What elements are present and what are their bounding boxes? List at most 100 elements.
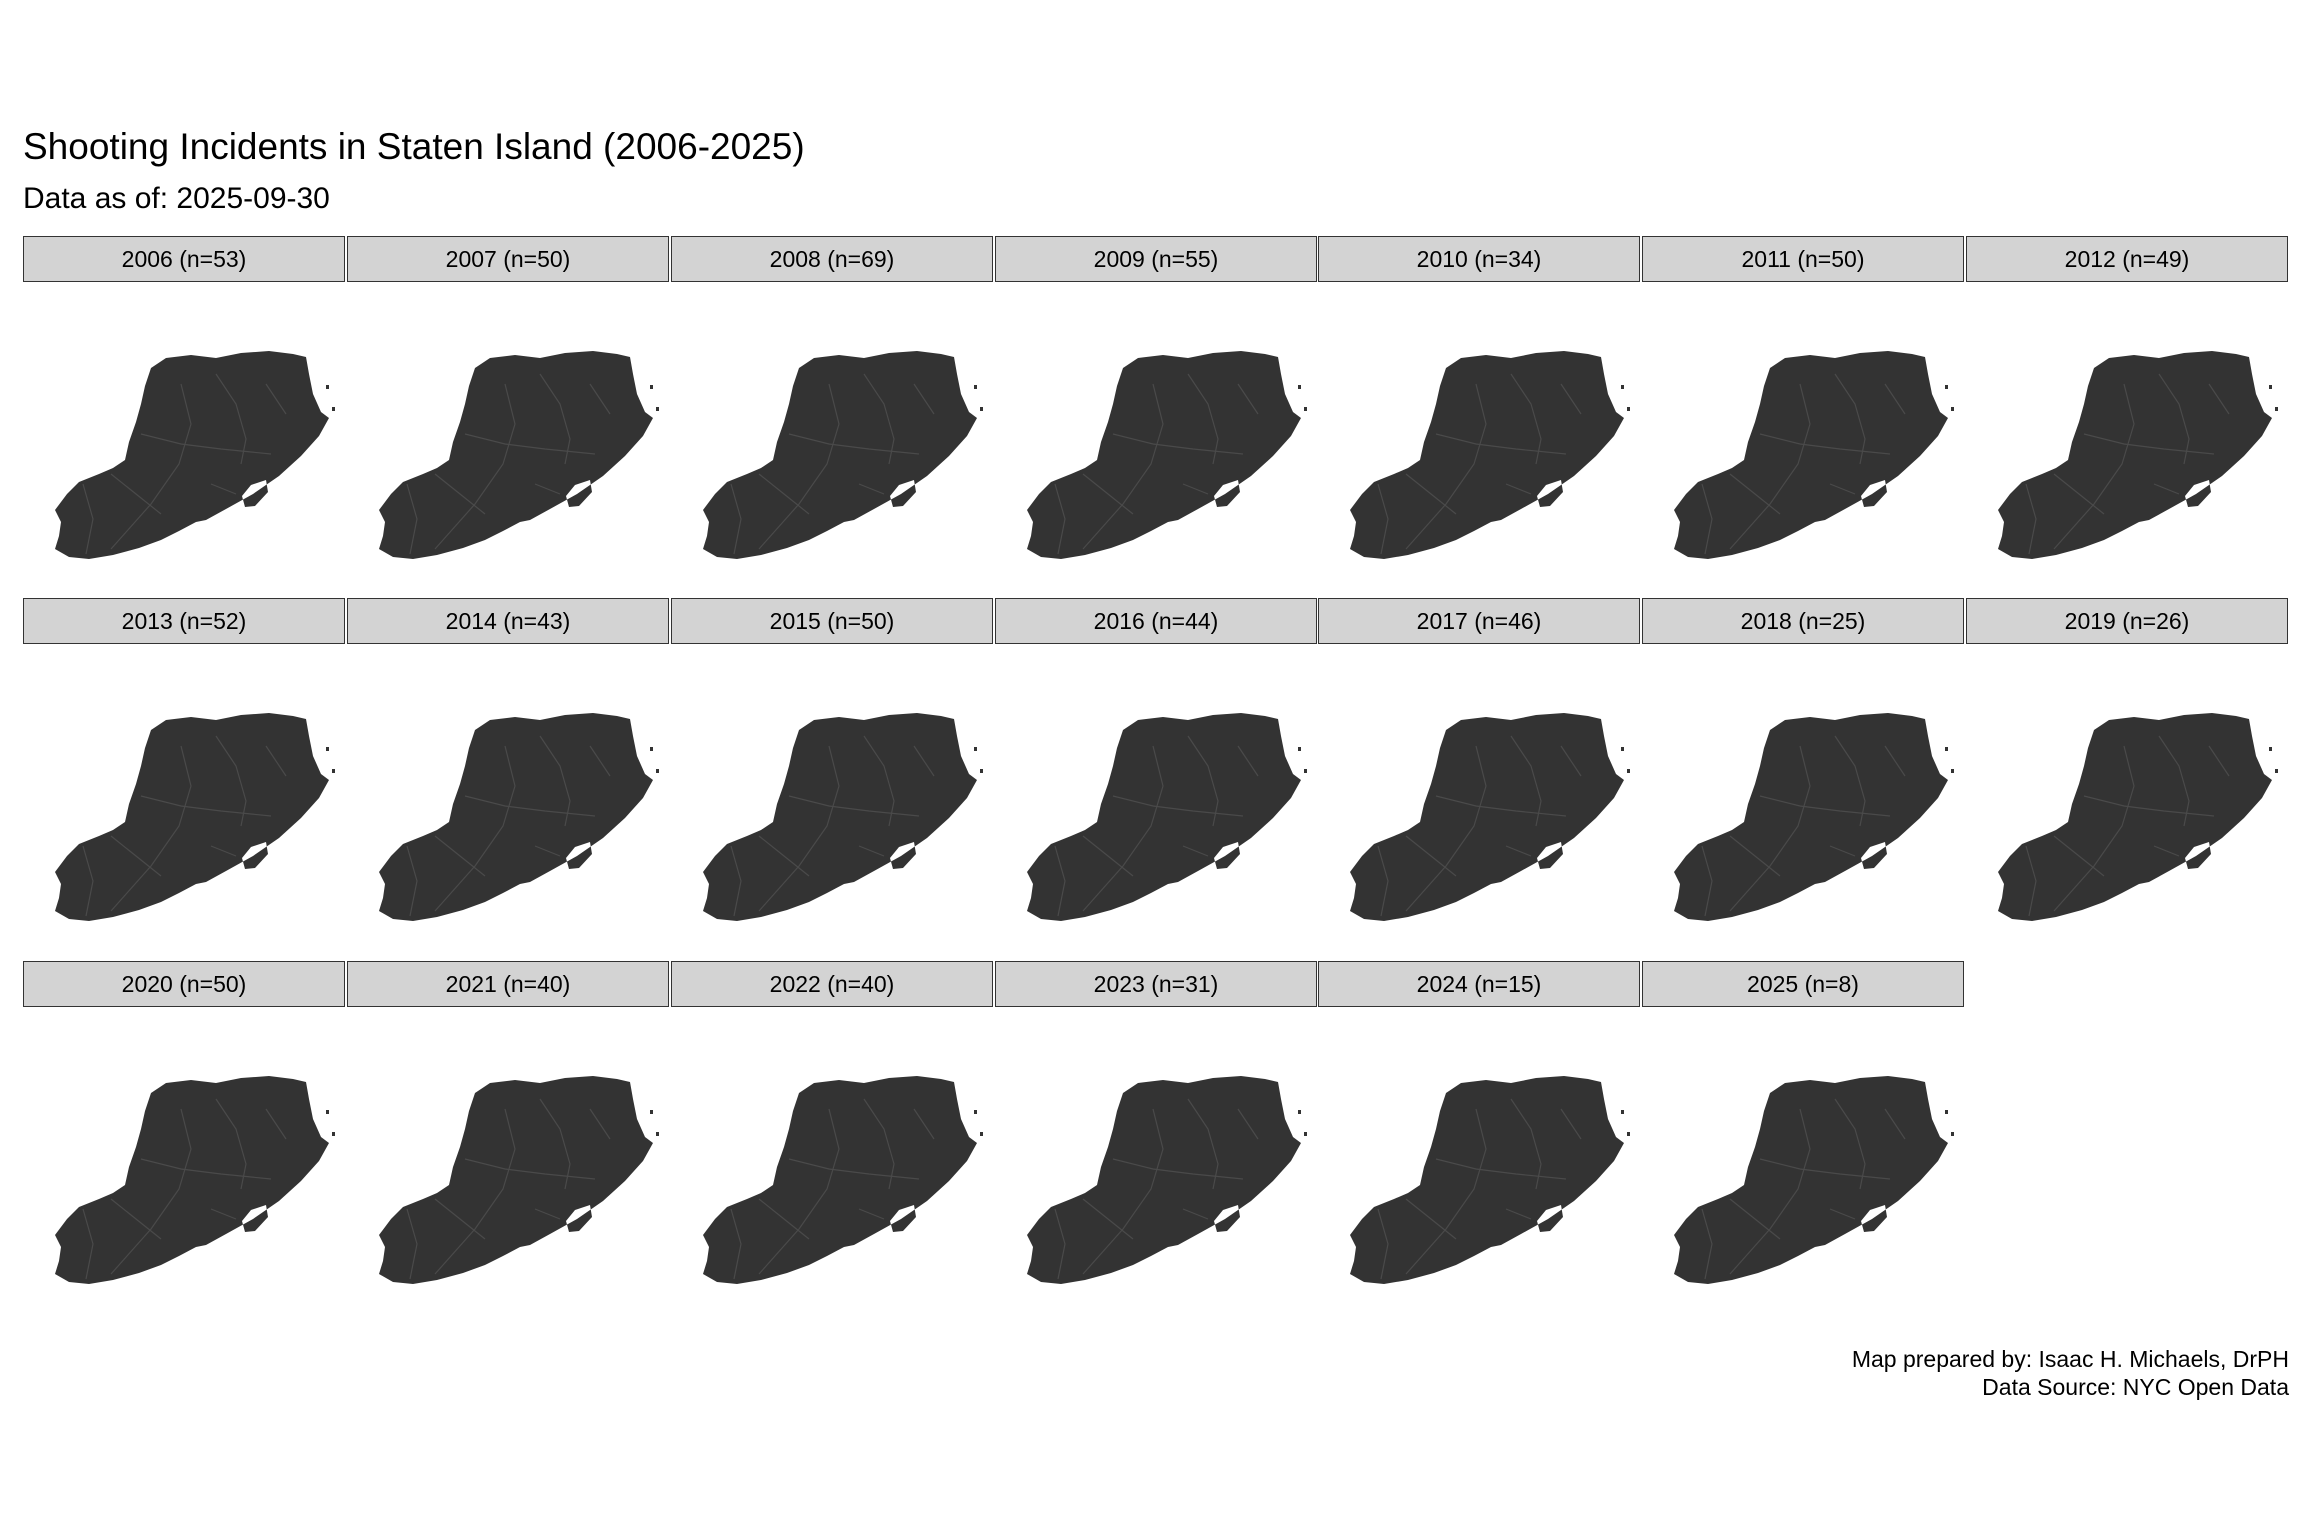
offshore-speck [974,747,977,751]
offshore-speck [332,1132,335,1136]
staten-island-map [1674,1076,1954,1284]
island-landmass [1027,1076,1301,1284]
neighborhood-boundary [1082,745,1164,912]
facet-panel: 2008 (n=69) [671,236,995,589]
facet-panel: 2009 (n=55) [995,236,1319,589]
facet-strip-label: 2012 (n=49) [1966,236,2288,282]
offshore-speck [980,407,983,411]
caption-source: Data Source: NYC Open Data [1982,1374,2289,1400]
offshore-speck [1621,1110,1624,1114]
facet-panel: 2012 (n=49) [1966,236,2290,589]
staten-island-map [1027,351,1307,559]
facet-panel: 2021 (n=40) [347,961,671,1314]
neighborhood-boundary [210,483,237,495]
offshore-speck [1945,747,1948,751]
neighborhood-boundary [110,745,192,912]
neighborhood-boundary [1082,383,1164,550]
facet-panel: 2013 (n=52) [23,598,347,951]
facet-strip-label: 2006 (n=53) [23,236,345,282]
island-landmass [379,713,653,921]
offshore-speck [980,1132,983,1136]
neighborhood-boundary [2153,845,2180,857]
facet-strip-label: 2017 (n=46) [1318,598,1640,644]
neighborhood-boundary [1729,473,1781,515]
neighborhood-boundary [1082,1198,1134,1240]
neighborhood-boundary [2083,795,2215,817]
caption-author: Map prepared by: Isaac H. Michaels, DrPH [1851,1346,2289,1372]
island-landmass [55,351,329,559]
neighborhood-boundary [730,1208,742,1280]
neighborhood-boundary [1054,483,1066,555]
staten-island-map [1350,713,1630,921]
offshore-speck [656,769,659,773]
offshore-speck [1627,769,1630,773]
offshore-speck [2275,407,2278,411]
neighborhood-boundary [1435,1158,1567,1180]
neighborhood-boundary [1377,845,1389,917]
neighborhood-boundary [1729,1108,1811,1275]
neighborhood-boundary [1701,483,1713,555]
neighborhood-boundary [1435,795,1567,817]
island-landmass [379,1076,653,1284]
island-landmass [1998,351,2272,559]
neighborhood-boundary [110,1198,162,1240]
offshore-speck [650,747,653,751]
neighborhood-boundary [1701,845,1713,917]
neighborhood-boundary [1182,483,1209,495]
neighborhood-boundary [589,1108,611,1140]
neighborhood-boundary [2053,835,2105,877]
staten-island-map [379,351,659,559]
facet-strip-label: 2022 (n=40) [671,961,993,1007]
neighborhood-boundary [858,1208,885,1220]
facet-panel: 2007 (n=50) [347,236,671,589]
offshore-speck [2275,769,2278,773]
offshore-speck [974,1110,977,1114]
offshore-speck [980,769,983,773]
neighborhood-boundary [1829,845,1856,857]
neighborhood-boundary [406,845,418,917]
facet-strip-label: 2015 (n=50) [671,598,993,644]
neighborhood-boundary [1082,473,1134,515]
neighborhood-boundary [140,1158,272,1180]
staten-island-map [703,351,983,559]
staten-island-map [703,1076,983,1284]
island-landmass [55,1076,329,1284]
neighborhood-boundary [1729,383,1811,550]
offshore-speck [650,385,653,389]
neighborhood-boundary [406,483,418,555]
offshore-speck [974,385,977,389]
neighborhood-boundary [1560,745,1582,777]
neighborhood-boundary [210,1208,237,1220]
island-landmass [55,713,329,921]
neighborhood-boundary [1112,795,1244,817]
neighborhood-boundary [1112,433,1244,455]
neighborhood-boundary [858,845,885,857]
neighborhood-boundary [1405,473,1457,515]
offshore-speck [1298,385,1301,389]
neighborhood-boundary [2053,473,2105,515]
staten-island-map [1998,713,2278,921]
staten-island-map [379,1076,659,1284]
staten-island-map [55,713,335,921]
facet-panel: 2022 (n=40) [671,961,995,1314]
island-landmass [1350,713,1624,921]
neighborhood-boundary [1884,1108,1906,1140]
neighborhood-boundary [1405,835,1457,877]
neighborhood-boundary [1505,845,1532,857]
neighborhood-boundary [1405,1108,1487,1275]
neighborhood-boundary [1884,745,1906,777]
offshore-speck [1298,747,1301,751]
facet-strip-label: 2018 (n=25) [1642,598,1964,644]
neighborhood-boundary [788,1158,920,1180]
facet-panel: 2015 (n=50) [671,598,995,951]
neighborhood-boundary [1829,1208,1856,1220]
neighborhood-boundary [265,745,287,777]
neighborhood-boundary [1560,383,1582,415]
facet-strip-label: 2025 (n=8) [1642,961,1964,1007]
offshore-speck [2269,747,2272,751]
neighborhood-boundary [1829,483,1856,495]
neighborhood-boundary [1405,383,1487,550]
neighborhood-boundary [758,835,810,877]
facet-strip-label: 2021 (n=40) [347,961,669,1007]
neighborhood-boundary [434,1108,516,1275]
